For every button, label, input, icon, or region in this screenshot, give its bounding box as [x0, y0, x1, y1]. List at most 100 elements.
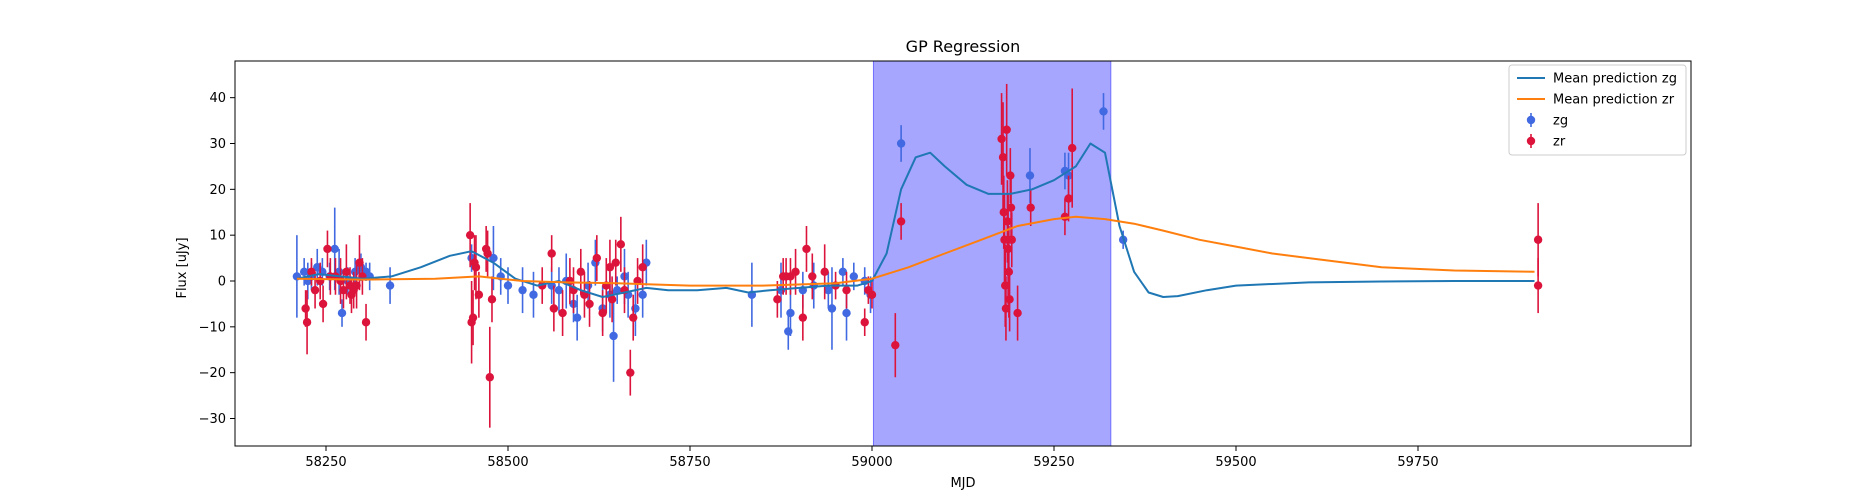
- data-point-zr: [626, 368, 635, 377]
- data-point-zr: [465, 230, 475, 240]
- legend-label: zg: [1553, 114, 1568, 129]
- data-point-zg: [609, 331, 618, 341]
- data-point-zr: [558, 308, 567, 318]
- data-point-zr: [1533, 281, 1543, 290]
- data-point-zg: [786, 308, 795, 318]
- data-point-zr: [592, 253, 602, 263]
- y-tick-label: 30: [209, 137, 226, 152]
- data-point-zr: [605, 263, 615, 272]
- data-point-zr: [808, 272, 817, 281]
- data-point-zg: [838, 267, 848, 277]
- data-point-zr: [301, 304, 310, 313]
- x-tick-label: 58500: [487, 455, 528, 470]
- data-point-zr: [310, 285, 320, 295]
- data-point-zr: [997, 134, 1006, 144]
- legend: Mean prediction zg Mean prediction zr zg zr: [1508, 64, 1687, 156]
- y-tick-label: 10: [209, 229, 226, 244]
- data-point-zr: [998, 153, 1008, 162]
- data-point-zr: [342, 267, 351, 277]
- data-point-zr: [339, 285, 348, 295]
- y-tick-label: 40: [209, 91, 226, 106]
- data-point-zg: [896, 139, 906, 148]
- x-tick-label: 59500: [1215, 455, 1256, 470]
- data-point-zr: [1002, 125, 1011, 134]
- x-tick-label: 59000: [851, 455, 892, 470]
- data-point-zg: [503, 281, 513, 290]
- data-point-zg: [554, 285, 564, 295]
- data-point-zr: [598, 308, 607, 318]
- data-point-zg: [824, 285, 833, 295]
- data-point-zr: [323, 244, 332, 254]
- data-point-zr: [352, 281, 361, 290]
- data-point-zg: [385, 281, 395, 290]
- data-point-zr: [1064, 194, 1073, 203]
- legend-marker-handle: [1526, 136, 1536, 146]
- data-point-zr: [867, 290, 877, 299]
- y-tick-label: 20: [209, 183, 226, 198]
- data-point-zr: [318, 299, 328, 309]
- data-point-zg: [613, 285, 622, 295]
- data-point-zg: [572, 313, 582, 322]
- x-tick-label: 58750: [669, 455, 710, 470]
- data-point-zr: [896, 217, 906, 226]
- mean-line-zg: [296, 142, 1535, 298]
- legend-marker-handle: [1526, 115, 1536, 125]
- data-point-zr: [302, 318, 312, 327]
- data-point-zr: [1001, 304, 1011, 313]
- mean-line-zr: [296, 215, 1535, 287]
- y-tick-label: −10: [199, 320, 226, 335]
- data-point-zr: [1006, 203, 1016, 212]
- data-point-zr: [585, 299, 594, 309]
- x-tick-label: 59250: [1033, 455, 1074, 470]
- data-point-zr: [629, 313, 638, 322]
- data-point-zr: [638, 263, 647, 272]
- data-point-zr: [547, 249, 556, 258]
- data-point-zr: [798, 313, 808, 322]
- data-point-zr: [820, 267, 829, 277]
- data-point-zr: [773, 295, 782, 304]
- x-tick-label: 58250: [305, 455, 346, 470]
- y-tick-label: 0: [218, 275, 226, 290]
- data-point-zr: [576, 267, 585, 277]
- data-point-zr: [468, 313, 478, 322]
- legend-label: Mean prediction zg: [1553, 72, 1677, 87]
- data-point-zg: [827, 304, 837, 313]
- data-point-zr: [361, 318, 371, 327]
- data-point-zr: [307, 267, 316, 277]
- data-point-zg: [638, 290, 647, 299]
- data-point-zg: [849, 272, 858, 281]
- legend-label: zr: [1553, 135, 1566, 150]
- data-point-zr: [474, 290, 484, 299]
- data-point-zr: [607, 295, 617, 304]
- data-point-zg: [337, 308, 347, 318]
- legend-box: [1508, 64, 1687, 156]
- shaded-region: [872, 60, 1112, 447]
- data-point-zr: [1000, 235, 1009, 244]
- x-tick-label: 59750: [1397, 455, 1438, 470]
- data-point-zg: [1099, 107, 1108, 116]
- y-axis-label: Flux [uJy]: [175, 237, 190, 298]
- data-point-zg: [489, 253, 498, 263]
- data-point-zr: [1007, 235, 1016, 244]
- data-point-zr: [1013, 308, 1022, 318]
- plot-area: 58250 58500 58750 59000 59250 59500 59750 −30 −2…: [199, 60, 1692, 470]
- data-point-zg: [518, 285, 527, 295]
- data-point-zg: [529, 290, 538, 299]
- data-point-zr: [471, 263, 481, 272]
- data-point-zr: [487, 295, 497, 304]
- data-point-zr: [616, 240, 626, 249]
- data-point-zr: [1005, 295, 1014, 304]
- y-tick-label: −30: [199, 412, 226, 427]
- data-point-zr: [802, 244, 811, 254]
- data-point-zr: [355, 258, 364, 267]
- data-point-zr: [1533, 235, 1543, 244]
- data-point-zg: [1025, 171, 1035, 180]
- data-point-zr: [485, 373, 494, 382]
- data-point-zr: [860, 318, 869, 327]
- data-point-zr: [842, 285, 851, 295]
- data-point-zr: [549, 304, 559, 313]
- y-tick-label: −20: [199, 366, 226, 381]
- data-point-zr: [1068, 143, 1077, 153]
- data-point-zr: [891, 340, 900, 350]
